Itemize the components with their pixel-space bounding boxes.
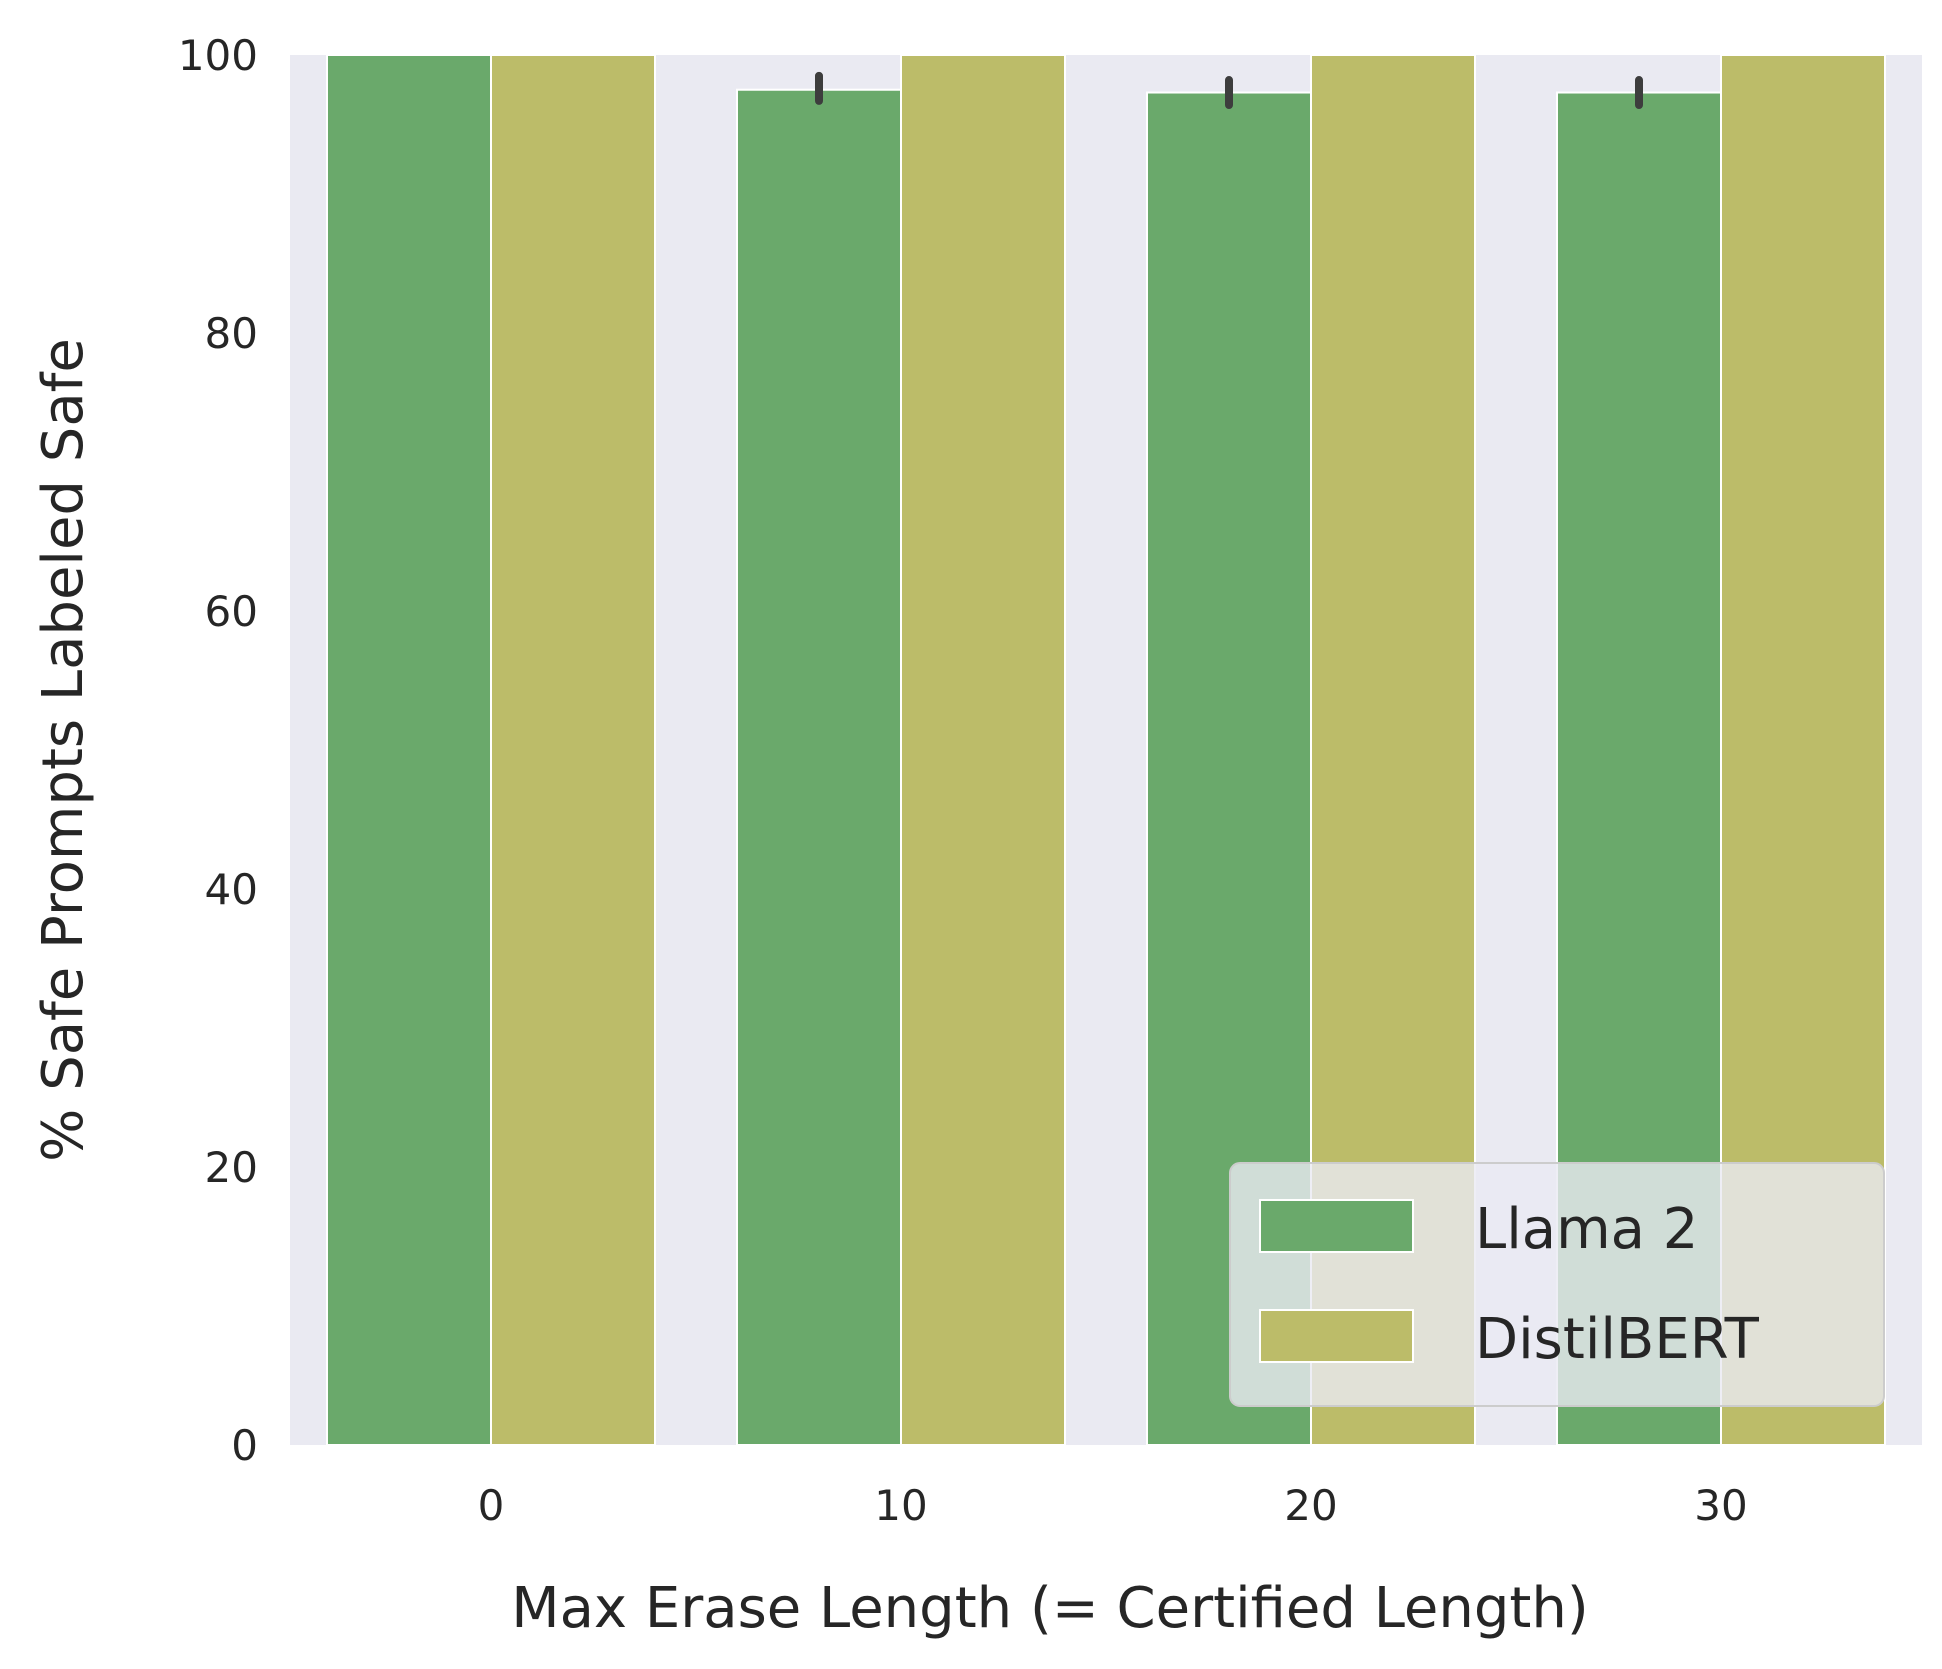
bar-llama-2-0 [326,54,492,1446]
y-tick-label-40: 40 [205,865,258,914]
y-tick-labels: 0 20 40 60 80 100 [178,31,258,1470]
x-tick-labels: 0 10 20 30 [478,1481,1748,1530]
bar-llama-2-10 [736,88,902,1446]
x-axis-label: Max Erase Length (= Certified Length) [511,1576,1588,1641]
error-bars-layer [815,71,1643,110]
bar-distilbert-10 [900,54,1066,1446]
legend: Llama 2 DistilBERT [1229,1162,1885,1407]
y-tick-label-0: 0 [231,1421,258,1470]
legend-label-distilbert: DistilBERT [1475,1307,1760,1372]
x-tick-label-30: 30 [1694,1481,1747,1530]
x-tick-label-10: 10 [874,1481,927,1530]
y-tick-label-100: 100 [178,31,258,80]
y-tick-label-60: 60 [205,587,258,636]
x-tick-label-0: 0 [478,1481,505,1530]
y-tick-label-20: 20 [205,1143,258,1192]
legend-swatch-llama-2 [1259,1199,1414,1253]
legend-label-llama-2: Llama 2 [1475,1197,1698,1262]
bar-distilbert-0 [490,54,656,1446]
x-tick-label-20: 20 [1284,1481,1337,1530]
y-tick-label-80: 80 [205,309,258,358]
y-axis-label: % Safe Prompts Labeled Safe [31,338,96,1162]
legend-swatch-distilbert [1259,1309,1414,1363]
